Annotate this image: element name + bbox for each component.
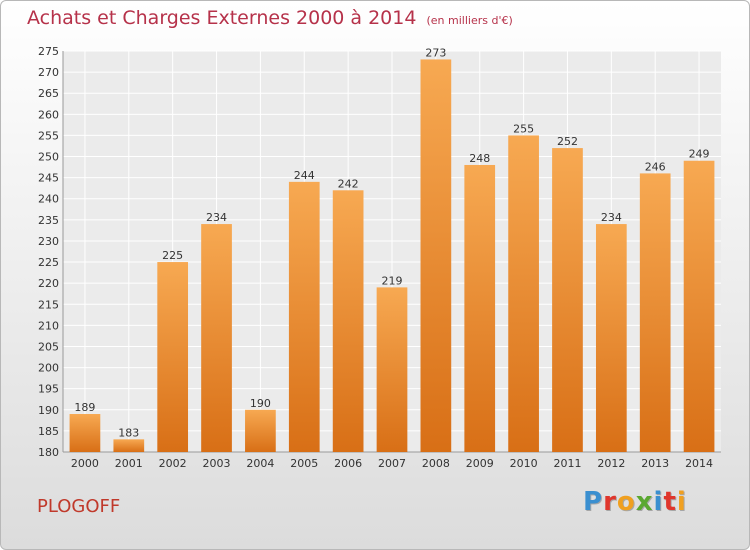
proxiti-logo: Proxiti <box>583 487 687 517</box>
y-tick-label: 210 <box>38 319 59 332</box>
bar <box>157 262 189 452</box>
chart-unit: (en milliers d'€) <box>426 14 513 27</box>
chart-title: Achats et Charges Externes 2000 à 2014 (… <box>27 7 513 29</box>
bar-value-label: 255 <box>513 122 534 135</box>
bar <box>332 190 364 452</box>
y-tick-label: 190 <box>38 404 59 417</box>
bar <box>552 148 583 452</box>
x-tick-label: 2008 <box>422 457 450 470</box>
y-tick-label: 245 <box>38 172 59 185</box>
y-tick-label: 260 <box>38 108 59 121</box>
x-tick-label: 2001 <box>115 457 143 470</box>
bar-value-label: 189 <box>74 401 95 414</box>
x-tick-label: 2003 <box>203 457 231 470</box>
bar-value-label: 219 <box>382 274 403 287</box>
x-tick-label: 2013 <box>641 457 669 470</box>
bar <box>69 414 101 452</box>
bar-value-label: 225 <box>162 249 183 262</box>
y-tick-label: 275 <box>38 45 59 58</box>
x-tick-label: 2012 <box>597 457 625 470</box>
x-tick-label: 2014 <box>685 457 713 470</box>
bar-value-label: 249 <box>689 148 710 161</box>
x-tick-label: 2009 <box>466 457 494 470</box>
bar-value-label: 246 <box>645 160 666 173</box>
bar <box>595 224 627 452</box>
y-tick-label: 240 <box>38 193 59 206</box>
bar <box>113 439 145 452</box>
y-tick-label: 270 <box>38 66 59 79</box>
y-tick-label: 225 <box>38 256 59 269</box>
x-tick-label: 2007 <box>378 457 406 470</box>
bar <box>376 287 408 452</box>
bar <box>420 59 452 452</box>
bar-value-label: 242 <box>338 177 359 190</box>
x-tick-label: 2000 <box>71 457 99 470</box>
y-tick-label: 255 <box>38 129 59 142</box>
bar <box>201 224 232 452</box>
x-tick-label: 2002 <box>159 457 187 470</box>
chart-title-text: Achats et Charges Externes 2000 à 2014 <box>27 7 417 29</box>
bar <box>508 135 539 452</box>
y-tick-label: 200 <box>38 362 59 375</box>
y-tick-label: 250 <box>38 151 59 164</box>
x-tick-label: 2011 <box>553 457 581 470</box>
bar <box>288 181 320 452</box>
bar <box>683 160 715 452</box>
bar-value-label: 234 <box>601 211 622 224</box>
y-tick-label: 235 <box>38 214 59 227</box>
y-tick-label: 180 <box>38 446 59 459</box>
bar-value-label: 244 <box>294 169 315 182</box>
bar-value-label: 234 <box>206 211 227 224</box>
y-tick-label: 220 <box>38 277 59 290</box>
bar-value-label: 252 <box>557 135 578 148</box>
x-tick-label: 2006 <box>334 457 362 470</box>
bar-value-label: 183 <box>118 426 139 439</box>
bar <box>245 409 276 452</box>
x-tick-label: 2004 <box>246 457 274 470</box>
y-tick-label: 205 <box>38 340 59 353</box>
y-tick-label: 265 <box>38 87 59 100</box>
bar-value-label: 273 <box>425 46 446 59</box>
bar-value-label: 190 <box>250 397 271 410</box>
bar <box>464 164 496 452</box>
city-name: PLOGOFF <box>37 496 121 517</box>
y-tick-label: 195 <box>38 383 59 396</box>
bar <box>639 173 671 452</box>
y-tick-label: 185 <box>38 425 59 438</box>
x-tick-label: 2005 <box>290 457 318 470</box>
bar-value-label: 248 <box>469 152 490 165</box>
y-tick-label: 230 <box>38 235 59 248</box>
y-tick-label: 215 <box>38 298 59 311</box>
x-tick-label: 2010 <box>510 457 538 470</box>
